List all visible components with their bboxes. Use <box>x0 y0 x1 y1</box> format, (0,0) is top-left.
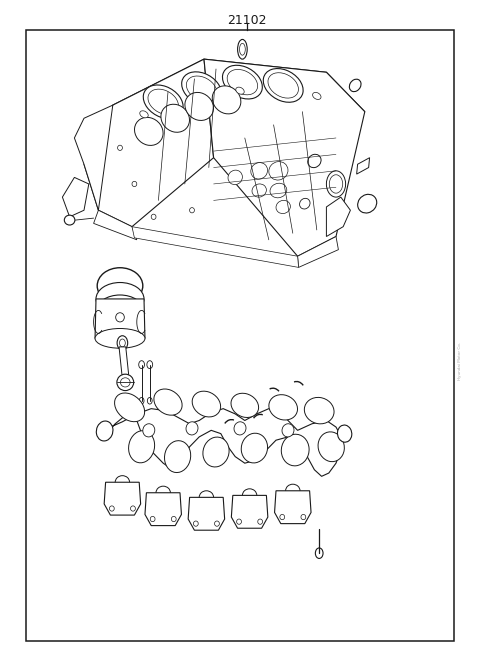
Ellipse shape <box>203 437 229 467</box>
Ellipse shape <box>251 162 267 179</box>
Ellipse shape <box>96 283 144 315</box>
Ellipse shape <box>148 89 179 114</box>
Ellipse shape <box>192 391 221 417</box>
Ellipse shape <box>186 76 217 101</box>
Ellipse shape <box>312 93 321 99</box>
Ellipse shape <box>109 506 114 511</box>
Ellipse shape <box>280 514 285 520</box>
Ellipse shape <box>64 215 75 225</box>
Polygon shape <box>188 497 225 530</box>
Ellipse shape <box>185 93 214 120</box>
Ellipse shape <box>186 422 198 435</box>
Text: 21102: 21102 <box>228 14 267 28</box>
Ellipse shape <box>150 516 155 522</box>
Ellipse shape <box>222 65 263 99</box>
Ellipse shape <box>120 378 130 387</box>
Ellipse shape <box>139 361 144 369</box>
Ellipse shape <box>151 214 156 219</box>
Ellipse shape <box>315 548 323 558</box>
Bar <box>26 30 454 641</box>
Ellipse shape <box>190 208 194 213</box>
Ellipse shape <box>96 295 144 327</box>
Polygon shape <box>104 482 141 515</box>
Ellipse shape <box>349 79 361 91</box>
Ellipse shape <box>212 86 241 114</box>
Ellipse shape <box>258 519 263 524</box>
Ellipse shape <box>161 104 190 132</box>
Ellipse shape <box>301 514 306 520</box>
Ellipse shape <box>282 424 294 437</box>
Ellipse shape <box>231 394 259 417</box>
Ellipse shape <box>116 313 124 322</box>
Ellipse shape <box>234 422 246 435</box>
Ellipse shape <box>95 328 145 348</box>
Polygon shape <box>74 105 113 210</box>
Polygon shape <box>275 491 311 524</box>
Ellipse shape <box>147 397 152 404</box>
Ellipse shape <box>300 198 310 209</box>
Ellipse shape <box>171 516 176 522</box>
Polygon shape <box>357 158 370 174</box>
Ellipse shape <box>228 170 242 185</box>
Ellipse shape <box>96 421 113 441</box>
Ellipse shape <box>252 184 266 197</box>
Ellipse shape <box>268 73 299 98</box>
Ellipse shape <box>237 519 241 524</box>
Ellipse shape <box>117 374 133 390</box>
Polygon shape <box>204 59 365 256</box>
Polygon shape <box>62 177 89 217</box>
Ellipse shape <box>147 361 153 369</box>
Ellipse shape <box>193 521 198 526</box>
Ellipse shape <box>241 433 267 463</box>
Polygon shape <box>95 299 145 338</box>
Ellipse shape <box>227 70 258 95</box>
Ellipse shape <box>318 432 344 462</box>
Ellipse shape <box>140 111 148 118</box>
Ellipse shape <box>115 393 144 422</box>
Ellipse shape <box>269 162 288 180</box>
Polygon shape <box>132 227 299 267</box>
Ellipse shape <box>281 434 309 466</box>
Ellipse shape <box>263 68 303 102</box>
Polygon shape <box>326 197 350 237</box>
Ellipse shape <box>329 175 343 193</box>
Ellipse shape <box>118 145 122 150</box>
Ellipse shape <box>238 39 247 59</box>
Polygon shape <box>113 59 365 138</box>
Text: Hyundai Motor Co.: Hyundai Motor Co. <box>458 342 462 380</box>
Polygon shape <box>84 59 214 227</box>
Ellipse shape <box>308 154 321 168</box>
Ellipse shape <box>326 171 346 197</box>
Polygon shape <box>145 493 181 526</box>
Polygon shape <box>119 347 129 374</box>
Polygon shape <box>298 237 338 267</box>
Ellipse shape <box>129 431 155 463</box>
Ellipse shape <box>358 194 377 213</box>
Ellipse shape <box>143 85 183 119</box>
Polygon shape <box>94 210 137 240</box>
Ellipse shape <box>131 506 135 511</box>
Ellipse shape <box>139 397 144 404</box>
Ellipse shape <box>134 118 163 145</box>
Ellipse shape <box>165 441 191 472</box>
Ellipse shape <box>117 336 128 350</box>
Ellipse shape <box>236 87 244 94</box>
Ellipse shape <box>276 200 290 214</box>
Ellipse shape <box>143 424 155 437</box>
Ellipse shape <box>120 339 125 347</box>
Ellipse shape <box>97 268 143 304</box>
Ellipse shape <box>270 183 287 198</box>
Ellipse shape <box>215 521 219 526</box>
Ellipse shape <box>337 425 352 442</box>
Polygon shape <box>231 495 268 528</box>
Polygon shape <box>103 409 343 476</box>
Ellipse shape <box>240 43 245 55</box>
Ellipse shape <box>304 397 334 424</box>
Ellipse shape <box>269 395 298 420</box>
Ellipse shape <box>181 72 222 106</box>
Ellipse shape <box>154 389 182 415</box>
Ellipse shape <box>132 181 137 187</box>
Ellipse shape <box>97 307 143 338</box>
